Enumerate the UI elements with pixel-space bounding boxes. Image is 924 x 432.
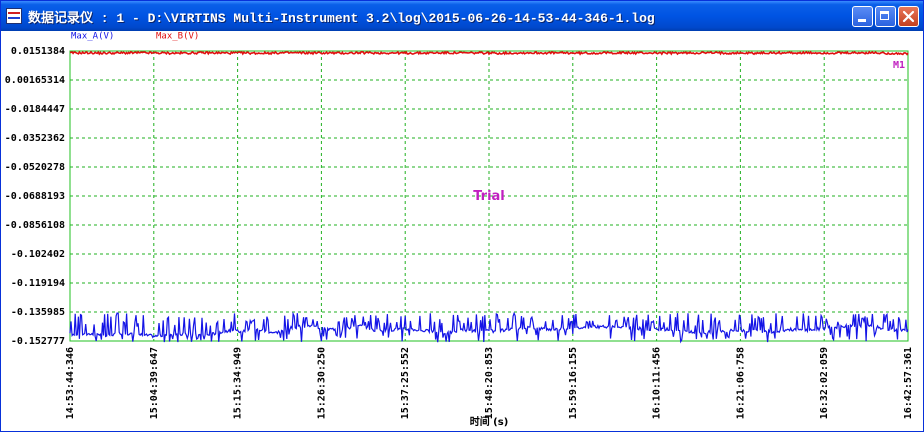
x-axis-label: 时间 (s) (470, 415, 509, 428)
series-max-a-line (69, 311, 909, 344)
x-tick-label: 15:48:20:853 (484, 347, 495, 419)
minimize-button[interactable] (852, 6, 873, 27)
y-tick-label: 0.0151384 (11, 46, 65, 57)
y-axis-tick-labels: 0.0151384 0.00165314 -0.0184447 -0.0352362 -… (5, 46, 65, 347)
x-tick-label: 15:15:34:949 (233, 347, 244, 419)
legend-entry-max-a: Max_A(V) (71, 32, 114, 42)
y-tick-label: -0.135985 (11, 307, 65, 318)
x-tick-label: 15:04:39:647 (149, 347, 160, 419)
x-tick-label: 15:26:30:250 (316, 347, 327, 419)
legend-entry-max-b: Max_B(V) (156, 32, 199, 42)
y-tick-label: 0.00165314 (5, 75, 65, 86)
m1-marker-label: M1 (893, 60, 905, 71)
y-tick-label: -0.152777 (11, 336, 65, 347)
grid-lines (70, 51, 908, 341)
y-tick-label: -0.0856108 (5, 220, 65, 231)
minimize-icon (858, 19, 866, 22)
x-tick-label: 16:21:06:758 (735, 347, 746, 419)
y-tick-label: -0.102402 (11, 249, 65, 260)
x-tick-label: 16:10:11:456 (652, 347, 663, 419)
y-tick-label: -0.119194 (11, 278, 65, 289)
x-tick-label: 15:59:16:155 (568, 347, 579, 419)
close-button[interactable] (898, 6, 919, 27)
x-axis-tick-labels: 14:53:44:346 15:04:39:647 15:15:34:949 15:2… (65, 347, 914, 419)
y-tick-label: -0.0352362 (5, 133, 65, 144)
maximize-button[interactable] (875, 6, 896, 27)
data-logger-chart[interactable]: Max_A(V) Max_B(V) 0.0151384 0.00165314 -0.… (1, 31, 923, 431)
y-tick-label: -0.0688193 (5, 191, 65, 202)
y-tick-label: -0.0184447 (5, 104, 65, 115)
chart-legend: Max_A(V) Max_B(V) (71, 32, 199, 42)
series-layer (69, 50, 909, 344)
title-bar[interactable]: 数据记录仪 : 1 - D:\VIRTINS Multi-Instrument … (1, 1, 923, 31)
x-tick-label: 16:32:02:059 (819, 347, 830, 419)
close-icon (902, 10, 915, 23)
maximize-icon (880, 11, 889, 20)
data-logger-app-icon[interactable] (6, 8, 22, 24)
plot-area-border (69, 50, 909, 342)
y-tick-label: -0.0520278 (5, 162, 65, 173)
series-max-b-line (69, 50, 909, 56)
x-tick-label: 14:53:44:346 (65, 347, 76, 419)
x-tick-label: 16:42:57:361 (903, 347, 914, 419)
window-title: 数据记录仪 : 1 - D:\VIRTINS Multi-Instrument … (28, 11, 655, 26)
x-tick-label: 15:37:25:552 (400, 347, 411, 419)
trial-watermark: Trial (473, 189, 505, 204)
